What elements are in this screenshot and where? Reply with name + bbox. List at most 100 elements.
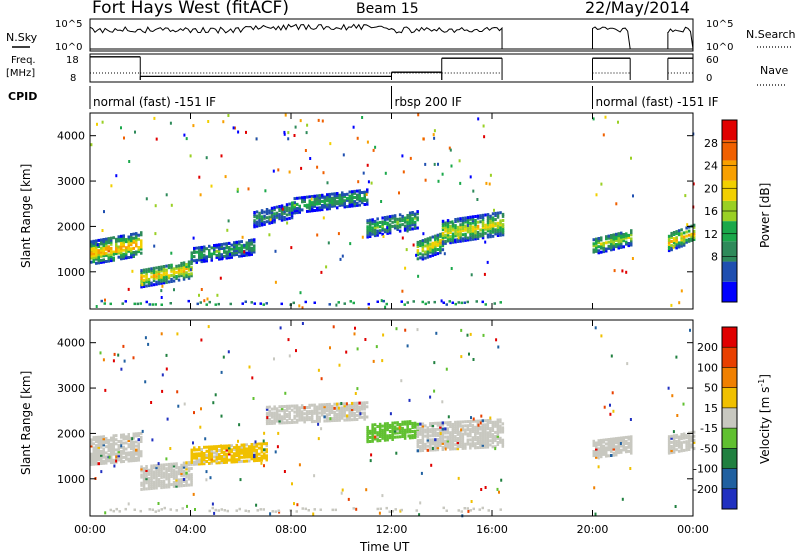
echo-cell — [328, 203, 331, 207]
echo-cell — [240, 447, 243, 451]
echo-cell — [366, 200, 369, 204]
echo-cell — [115, 250, 118, 253]
echo-cell — [421, 424, 425, 428]
echo-cell — [115, 174, 118, 178]
echo-cell — [132, 453, 135, 456]
echo-cell — [105, 251, 108, 255]
echo-cell — [487, 509, 490, 512]
echo-cell — [293, 134, 296, 137]
echo-cell — [451, 437, 455, 441]
echo-cell — [441, 427, 445, 431]
echo-cell — [228, 448, 231, 452]
echo-cell — [165, 276, 168, 280]
echo-cell — [393, 421, 397, 425]
echo-cell — [467, 509, 470, 513]
echo-cell — [481, 217, 485, 221]
echo-cell — [125, 246, 128, 250]
echo-cell — [341, 203, 344, 207]
echo-cell — [275, 215, 279, 219]
echo-cell — [486, 219, 490, 223]
echo-cell — [268, 217, 271, 221]
echo-cell — [182, 277, 186, 281]
echo-cell — [350, 408, 354, 411]
echo-cell — [366, 225, 369, 229]
echo-cell — [610, 354, 613, 358]
echo-cell — [239, 478, 242, 482]
echo-cell — [102, 238, 105, 241]
echo-cell — [672, 448, 676, 452]
echo-cell — [235, 460, 238, 464]
echo-cell — [140, 273, 143, 277]
echo-cell — [358, 407, 361, 411]
echo-cell — [365, 401, 369, 405]
echo-cell — [340, 491, 343, 495]
echo-cell — [461, 220, 465, 224]
echo-cell — [122, 447, 125, 451]
echo-cell — [316, 200, 319, 204]
echo-cell — [689, 328, 691, 332]
echo-cell — [127, 241, 130, 245]
echo-cell — [180, 274, 183, 278]
echo-cell — [320, 413, 324, 417]
echo-cell — [195, 454, 198, 458]
echo-cell — [429, 250, 432, 254]
echo-cell — [127, 502, 130, 506]
echo-cell — [190, 262, 193, 266]
echo-cell — [243, 447, 246, 451]
echo-cell — [165, 193, 168, 197]
echo-cell — [157, 268, 161, 271]
echo-cell — [471, 229, 475, 233]
echo-cell — [97, 245, 100, 248]
echo-cell — [335, 412, 339, 416]
echo-cell — [175, 472, 178, 476]
echo-cell — [260, 448, 263, 452]
echo-cell — [187, 268, 191, 272]
echo-cell — [318, 200, 321, 204]
echo-cell — [328, 207, 331, 211]
echo-cell — [434, 253, 437, 256]
echo-cell — [284, 113, 287, 117]
echo-cell — [162, 275, 166, 279]
echo-cell — [253, 213, 256, 216]
echo-cell — [187, 469, 191, 473]
echo-cell — [684, 194, 687, 198]
echo-cell — [343, 408, 346, 412]
echo-cell — [92, 252, 95, 256]
echo-cell — [386, 438, 389, 442]
echo-cell — [416, 245, 420, 248]
echo-cell — [288, 410, 291, 414]
echo-cell — [491, 224, 495, 228]
echo-cell — [612, 245, 615, 249]
echo-cell — [343, 412, 346, 416]
echo-cell — [150, 474, 153, 478]
echo-cell — [100, 435, 103, 439]
echo-cell — [630, 443, 633, 447]
echo-cell — [403, 420, 407, 424]
echo-cell — [296, 209, 299, 212]
echo-cell — [250, 457, 253, 461]
echo-cell — [258, 456, 261, 460]
echo-cell — [396, 435, 399, 439]
echo-cell — [351, 200, 354, 204]
echo-cell — [120, 241, 123, 244]
echo-cell — [485, 181, 488, 185]
echo-cell — [617, 444, 620, 448]
echo-cell — [97, 462, 100, 466]
echo-cell — [90, 143, 93, 147]
echo-cell — [398, 191, 400, 195]
echo-cell — [115, 237, 118, 241]
echo-cell — [127, 256, 130, 259]
echo-cell — [296, 207, 299, 210]
echo-cell — [278, 419, 281, 423]
echo-cell — [208, 252, 211, 256]
echo-cell — [675, 238, 678, 242]
echo-cell — [491, 216, 495, 220]
echo-cell — [157, 484, 161, 488]
echo-cell — [677, 243, 681, 247]
echo-cell — [630, 447, 633, 451]
echo-cell — [315, 413, 319, 417]
echo-cell — [210, 453, 213, 457]
echo-cell — [475, 300, 478, 303]
echo-cell — [457, 236, 460, 240]
echo-cell — [160, 469, 163, 473]
